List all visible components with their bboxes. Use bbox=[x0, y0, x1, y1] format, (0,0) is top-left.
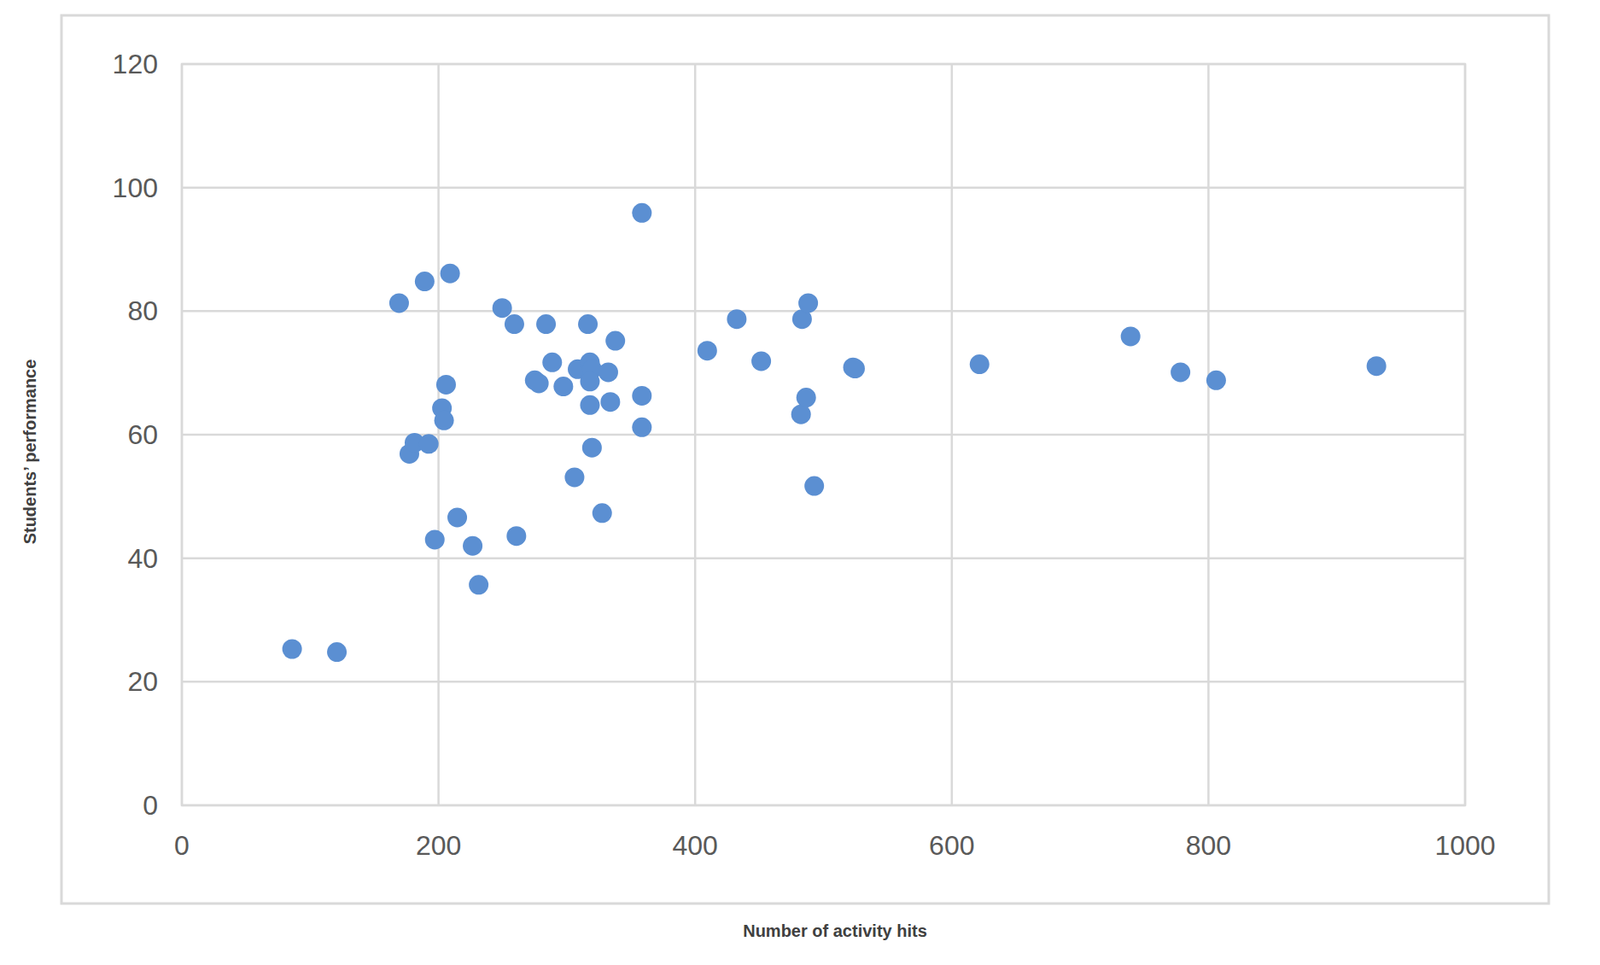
y-tick-label: 0 bbox=[142, 789, 158, 821]
y-tick-label: 20 bbox=[127, 665, 158, 697]
x-axis-label: Number of activity hits bbox=[742, 921, 928, 941]
chart-container: 0 20 40 60 80 100 120 0 200 400 600 800 1000 Number o… bbox=[0, 0, 1600, 965]
scatter-point bbox=[592, 502, 613, 523]
scatter-point bbox=[1206, 370, 1227, 391]
scatter-point bbox=[600, 391, 620, 412]
y-tick-label: 120 bbox=[112, 48, 158, 80]
x-tick-label: 800 bbox=[1185, 829, 1232, 861]
scatter-point bbox=[462, 536, 483, 556]
scatter-point bbox=[414, 271, 435, 292]
scatter-point bbox=[282, 638, 303, 659]
chart-frame bbox=[61, 15, 1549, 904]
scatter-point bbox=[1170, 362, 1191, 382]
scatter-point bbox=[726, 309, 747, 329]
scatter-point bbox=[631, 385, 652, 406]
chart-svg: 0 20 40 60 80 100 120 0 200 400 600 800 1000 Number o… bbox=[0, 0, 1600, 965]
scatter-point bbox=[578, 314, 598, 334]
scatter-point bbox=[598, 362, 619, 382]
scatter-point bbox=[542, 352, 562, 373]
scatter-point bbox=[751, 350, 771, 371]
scatter-point bbox=[1121, 326, 1141, 346]
x-grid-line bbox=[437, 64, 440, 806]
scatter-point bbox=[529, 373, 549, 393]
scatter-point bbox=[327, 642, 347, 662]
scatter-point bbox=[845, 358, 865, 379]
scatter-point bbox=[419, 433, 439, 454]
scatter-point bbox=[804, 476, 824, 497]
scatter-point bbox=[389, 292, 409, 313]
scatter-point bbox=[1366, 356, 1387, 376]
scatter-point bbox=[492, 297, 513, 318]
scatter-point bbox=[582, 437, 602, 458]
x-grid-line bbox=[1207, 64, 1210, 806]
y-grid-line bbox=[181, 680, 1466, 684]
scatter-point bbox=[631, 203, 652, 223]
x-grid-line bbox=[694, 64, 697, 806]
x-tick-label: 600 bbox=[928, 829, 975, 861]
x-tick-label: 400 bbox=[672, 829, 719, 861]
scatter-point bbox=[798, 292, 818, 313]
scatter-point bbox=[631, 417, 652, 438]
scatter-point bbox=[504, 314, 525, 334]
points bbox=[282, 203, 1387, 662]
scatter-point bbox=[536, 314, 556, 334]
scatter-point bbox=[425, 529, 445, 549]
scatter-point bbox=[969, 354, 990, 374]
y-tick-label: 60 bbox=[127, 419, 158, 450]
x-tick-label: 0 bbox=[174, 829, 190, 861]
x-tick-label: 1000 bbox=[1434, 829, 1495, 861]
scatter-point bbox=[506, 525, 526, 546]
scatter-point bbox=[440, 263, 461, 284]
y-grid-line bbox=[181, 556, 1466, 560]
scatter-point bbox=[796, 387, 817, 408]
scatter-point bbox=[697, 340, 718, 361]
y-grid-line bbox=[181, 433, 1466, 437]
y-tick-label: 80 bbox=[127, 295, 158, 327]
y-grid-line bbox=[181, 186, 1466, 189]
y-grid-line bbox=[181, 309, 1466, 313]
x-tick-label: 200 bbox=[415, 829, 462, 861]
x-grid-line bbox=[951, 64, 954, 806]
scatter-point bbox=[605, 331, 625, 351]
y-tick-label: 40 bbox=[127, 543, 158, 574]
scatter-point bbox=[436, 374, 456, 395]
scatter-point bbox=[791, 404, 812, 425]
scatter-point bbox=[579, 371, 600, 392]
plot-border bbox=[181, 64, 1466, 806]
scatter-point bbox=[553, 376, 573, 397]
scatter-point bbox=[447, 507, 468, 527]
y-axis-label: Students’ performance bbox=[20, 359, 40, 545]
scatter-point bbox=[579, 395, 600, 415]
y-tick-label: 100 bbox=[112, 172, 158, 204]
scatter-point bbox=[468, 574, 489, 595]
scatter-point bbox=[434, 410, 455, 431]
scatter-point bbox=[564, 467, 584, 487]
